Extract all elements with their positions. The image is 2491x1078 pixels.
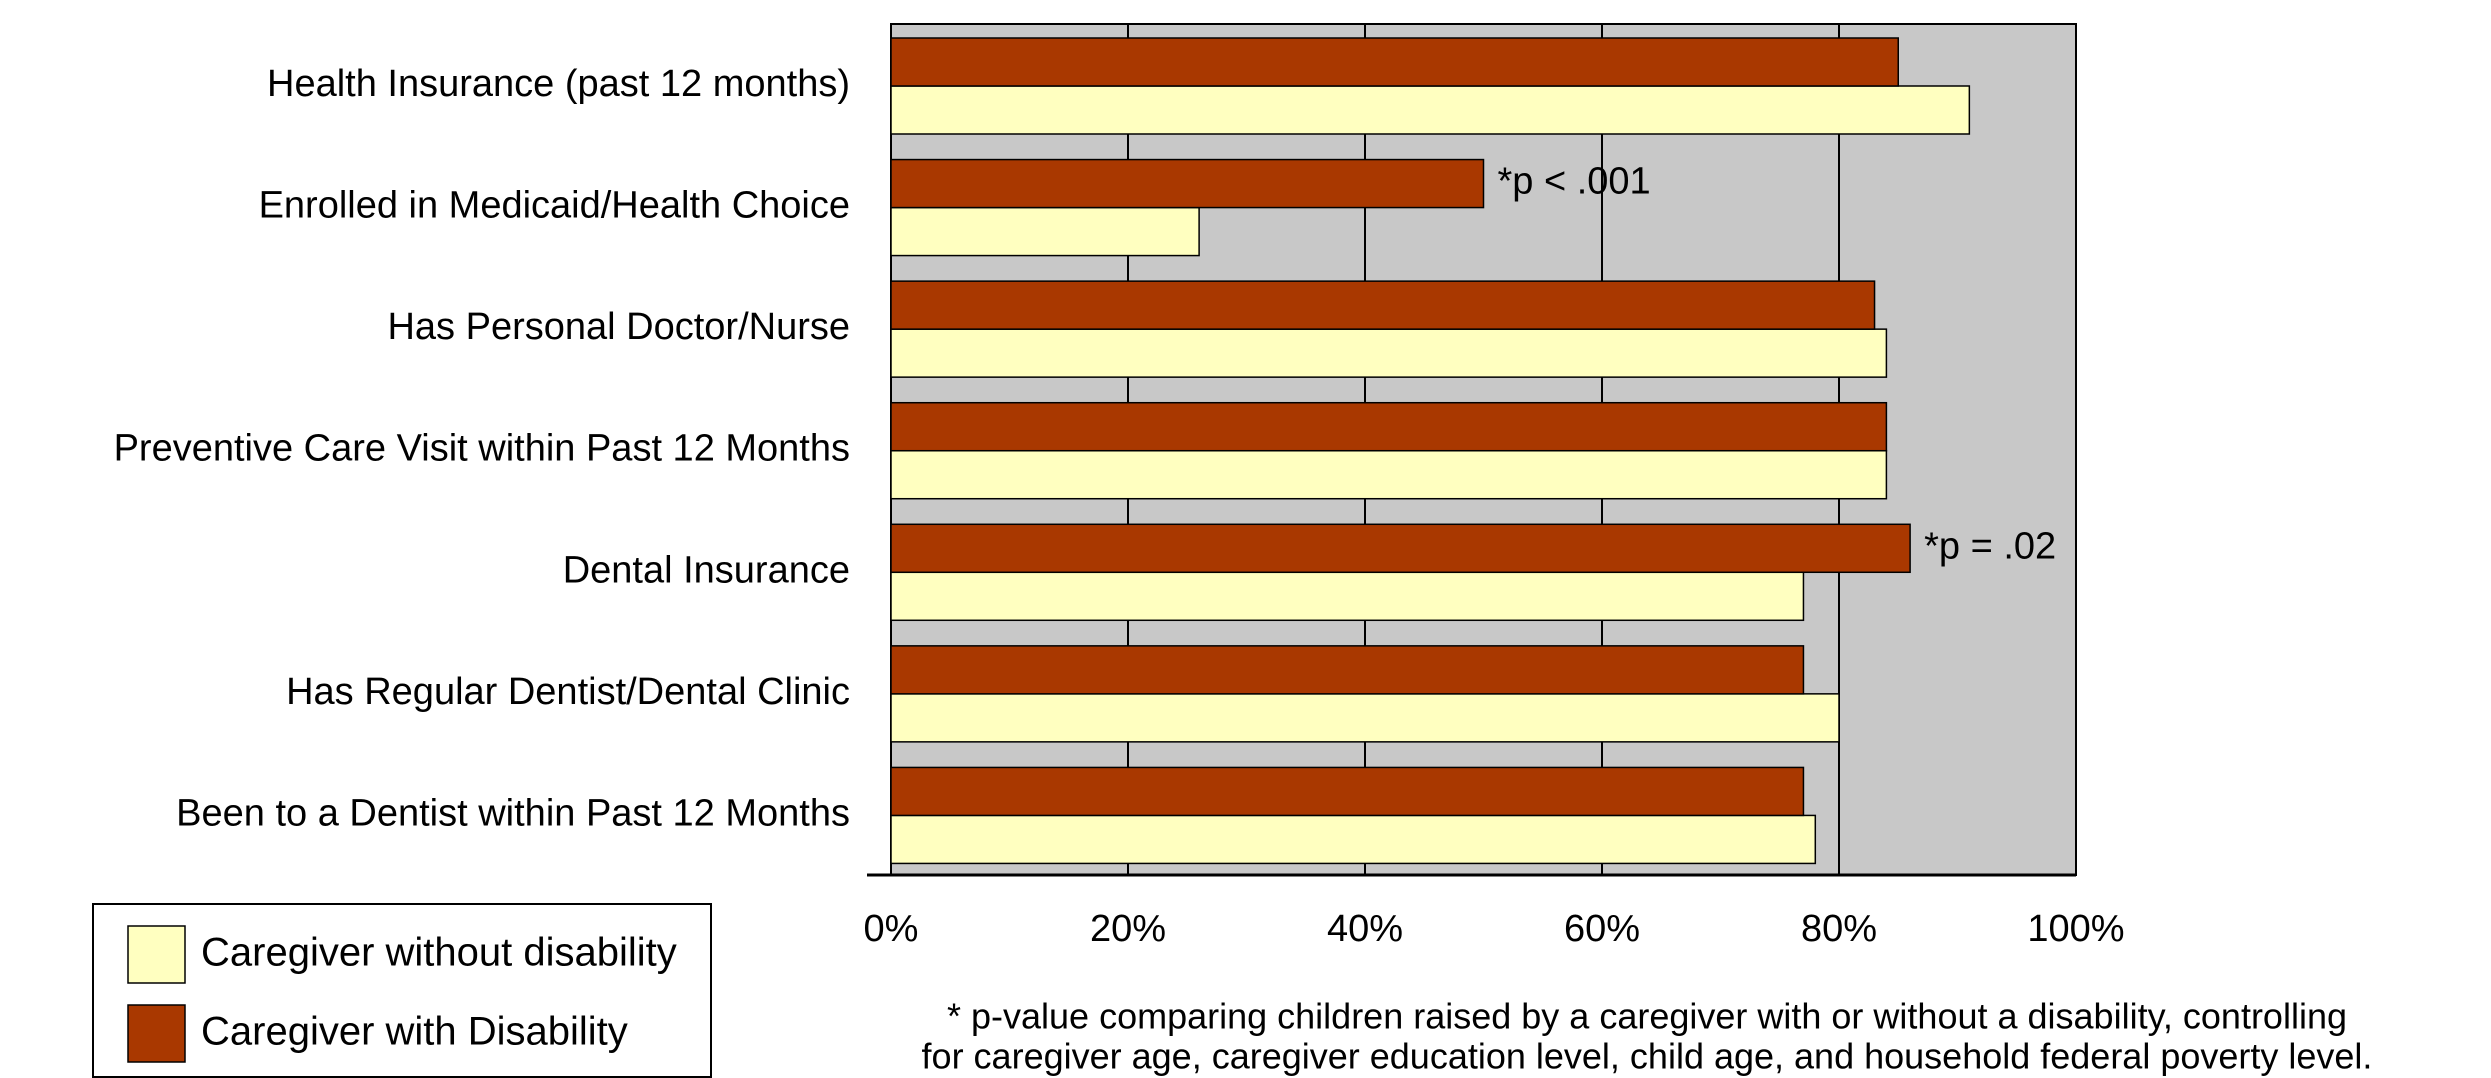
x-tick-label: 80%	[1801, 908, 1877, 950]
bar	[890, 158, 1485, 209]
bar	[890, 37, 1899, 87]
annotation: *p < .001	[1498, 161, 1651, 203]
bar	[890, 328, 1888, 378]
bar	[890, 449, 1888, 500]
bar	[890, 571, 1805, 622]
bar	[890, 523, 1911, 574]
legend-box	[92, 903, 712, 1078]
category-label: Preventive Care Visit within Past 12 Mon…	[114, 428, 850, 470]
x-tick-label: 20%	[1090, 908, 1166, 950]
annotation: *p = .02	[1924, 525, 2056, 567]
footnote: * p-value comparing children raised by a…	[947, 996, 2347, 1037]
bar	[890, 645, 1805, 695]
category-label: Dental Insurance	[563, 549, 850, 591]
legend-label: Caregiver without disability	[201, 931, 677, 975]
footnote: for caregiver age, caregiver education l…	[922, 1036, 2373, 1077]
x-tick-label: 0%	[864, 908, 919, 950]
category-label: Has Regular Dentist/Dental Clinic	[286, 671, 850, 713]
bar	[890, 766, 1805, 817]
bar	[890, 280, 1876, 330]
legend-label: Caregiver with Disability	[201, 1010, 628, 1054]
category-label: Has Personal Doctor/Nurse	[387, 306, 850, 348]
bar	[890, 85, 1971, 135]
x-tick-label: 40%	[1327, 908, 1403, 950]
bar	[890, 401, 1888, 452]
legend-swatch	[127, 925, 186, 984]
legend-swatch	[127, 1004, 186, 1063]
category-label: Enrolled in Medicaid/Health Choice	[259, 185, 850, 227]
x-tick-label: 60%	[1564, 908, 1640, 950]
x-tick-label: 100%	[2027, 908, 2124, 950]
bar	[890, 693, 1840, 743]
category-label: Health Insurance (past 12 months)	[267, 63, 850, 105]
category-label: Been to a Dentist within Past 12 Months	[176, 792, 850, 834]
bar	[890, 206, 1200, 257]
bar	[890, 814, 1817, 865]
